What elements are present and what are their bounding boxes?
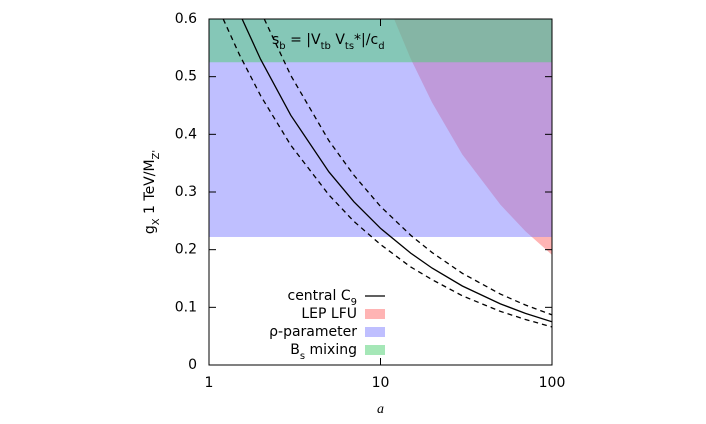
annotation-part: d xyxy=(378,41,384,52)
plot-area xyxy=(209,19,552,328)
y-tick-label: 0.1 xyxy=(175,299,197,315)
legend-label-part: ρ-parameter xyxy=(269,324,357,340)
legend-swatch xyxy=(365,309,385,319)
legend-label-part: central C xyxy=(288,288,351,304)
y-axis-label-part: 1 TeV/M xyxy=(142,159,158,218)
annotation-part: = |V xyxy=(286,32,321,48)
curve xyxy=(263,19,552,316)
y-tick-label: 0.5 xyxy=(175,69,197,85)
y-axis-label: gX 1 TeV/MZ' xyxy=(142,150,162,234)
curve xyxy=(222,19,552,328)
legend-label-part: 9 xyxy=(351,297,357,308)
annotation-part: ts xyxy=(345,41,354,52)
y-tick-label: 0.2 xyxy=(175,242,197,258)
y-axis-label-part: Z' xyxy=(151,150,162,160)
x-tick-label: 1 xyxy=(205,375,214,391)
x-axis-label: a xyxy=(377,402,384,417)
annotation-part: s xyxy=(272,32,279,48)
y-axis-label-part: g xyxy=(142,225,158,234)
legend-label-part: mixing xyxy=(305,342,357,358)
legend-swatch xyxy=(365,345,385,355)
legend-label: Bs mixing xyxy=(290,342,357,362)
y-tick-label: 0.4 xyxy=(175,126,197,142)
y-axis-label-part: X xyxy=(151,218,162,225)
annotation-part: tb xyxy=(321,41,331,52)
annotation-part: *|/c xyxy=(354,32,378,48)
y-tick-label: 0.3 xyxy=(175,184,197,200)
annotation: sb = |Vtb Vts*|/cd xyxy=(272,32,385,52)
curve xyxy=(241,19,552,323)
legend-label: ρ-parameter xyxy=(269,324,357,340)
legend-label-part: s xyxy=(300,351,305,362)
legend-label: LEP LFU xyxy=(301,306,357,322)
legend-label: central C9 xyxy=(288,288,358,308)
legend-label-part: B xyxy=(290,342,300,358)
y-tick-label: 0 xyxy=(188,357,197,373)
x-tick-label: 10 xyxy=(372,375,390,391)
band xyxy=(209,19,552,63)
y-tick-label: 0.6 xyxy=(175,11,197,27)
x-tick-label: 100 xyxy=(539,375,566,391)
annotation-part: V xyxy=(331,32,345,48)
legend-label-part: LEP LFU xyxy=(301,306,357,322)
annotation-part: b xyxy=(279,41,285,52)
legend-swatch xyxy=(365,327,385,337)
